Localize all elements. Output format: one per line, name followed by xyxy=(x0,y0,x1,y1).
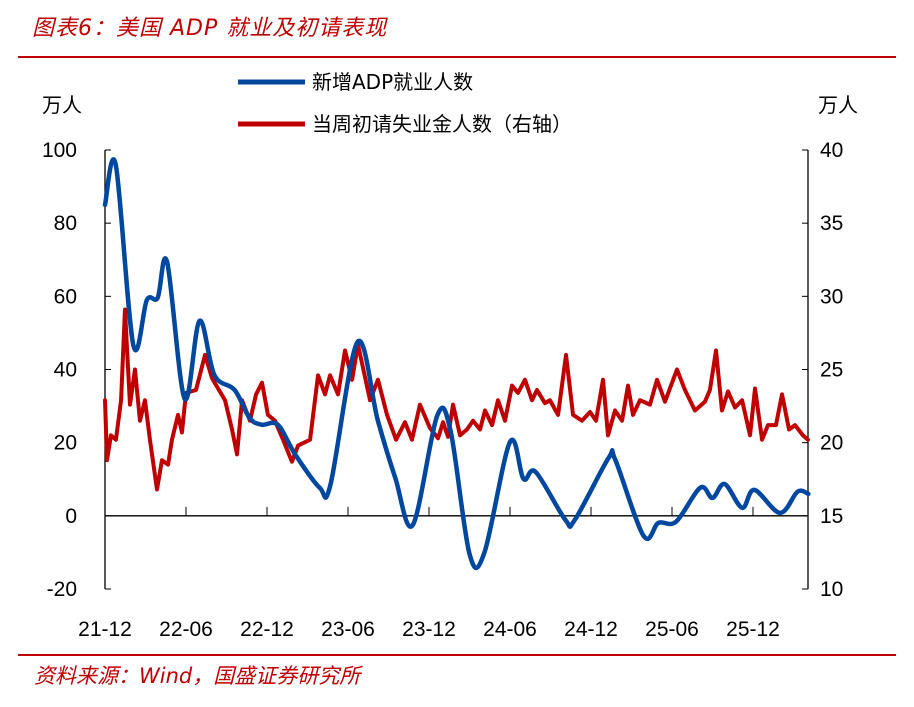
right-axis-unit: 万人 xyxy=(818,93,858,117)
left-tick-label: 40 xyxy=(54,359,77,382)
x-tick-label: 21-12 xyxy=(78,618,132,641)
left-tick-label: 0 xyxy=(65,505,77,528)
right-tick-label: 25 xyxy=(820,359,843,382)
source-note: 资料来源：Wind，国盛证券研究所 xyxy=(34,664,361,688)
x-tick-label: 23-06 xyxy=(321,618,375,641)
right-tick-label: 20 xyxy=(820,432,843,455)
x-tick-label: 22-06 xyxy=(159,618,213,641)
series-line-adp-employment xyxy=(102,157,811,571)
left-tick-label: 20 xyxy=(54,432,77,455)
title-divider xyxy=(18,56,896,58)
right-tick-label: 15 xyxy=(820,505,843,528)
left-tick-label: -20 xyxy=(47,578,77,601)
x-tick-label: 25-06 xyxy=(645,618,699,641)
left-tick-label: 80 xyxy=(54,212,77,235)
x-tick-label: 23-12 xyxy=(402,618,456,641)
x-tick-label: 24-12 xyxy=(564,618,618,641)
right-tick-label: 10 xyxy=(820,578,843,601)
left-axis-unit: 万人 xyxy=(42,93,82,117)
right-tick-label: 35 xyxy=(820,212,843,235)
left-tick-label: 100 xyxy=(42,139,77,162)
right-tick-label: 30 xyxy=(820,285,843,308)
x-tick-label: 22-12 xyxy=(240,618,294,641)
legend-label: 新增ADP就业人数 xyxy=(312,70,473,94)
legend-label: 当周初请失业金人数（右轴） xyxy=(312,112,572,136)
figure-title: 图表6：美国 ADP 就业及初请表现 xyxy=(32,16,388,41)
axes: 100 80 60 40 20 0 -20 40 35 30 25 20 15 10 21-12 22-06 2… xyxy=(42,93,858,641)
right-tick-label: 40 xyxy=(820,139,843,162)
series-lines xyxy=(102,157,811,571)
source-divider xyxy=(18,654,896,656)
x-tick-label: 25-12 xyxy=(726,618,780,641)
x-tick-label: 24-06 xyxy=(483,618,537,641)
left-tick-label: 60 xyxy=(54,285,77,308)
